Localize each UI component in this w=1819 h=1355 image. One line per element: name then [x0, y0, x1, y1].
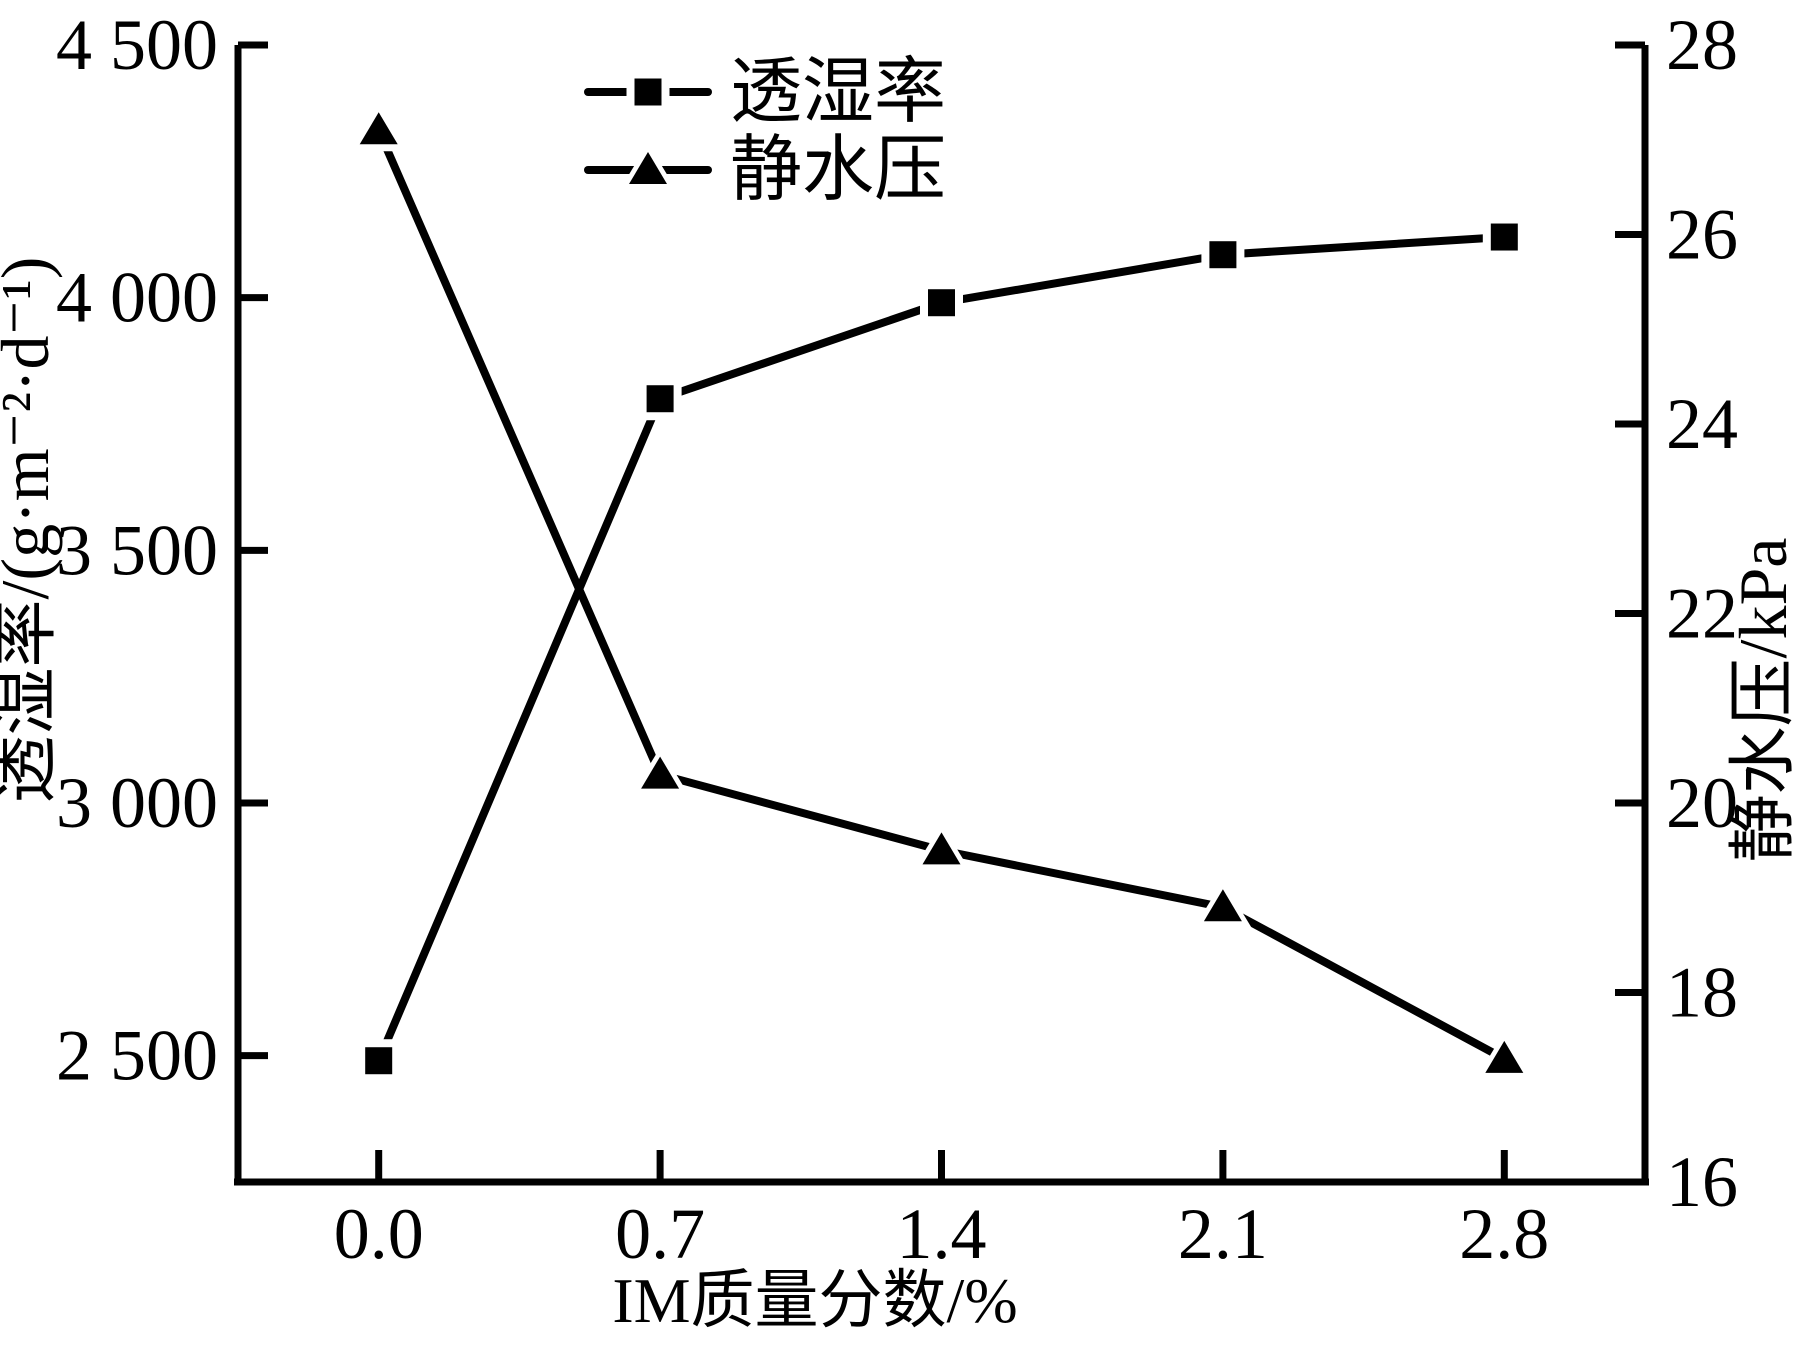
left-tick-label: 3 000 [56, 763, 218, 843]
left-tick-label: 4 500 [56, 5, 218, 85]
right-tick-label: 18 [1666, 953, 1738, 1033]
square-marker [928, 289, 955, 317]
right-axis-ticks: 16 18 20 22 24 26 28 [1615, 5, 1738, 1222]
legend-line-square-marker [584, 70, 712, 114]
triangle-marker [1203, 889, 1242, 922]
triangle-marker [1485, 1040, 1524, 1073]
x-tick-label: 2.8 [1459, 1194, 1549, 1274]
triangle-marker [629, 152, 667, 184]
legend: 透湿率 静水压 [584, 52, 946, 210]
y-left-axis-title: 透湿率/(g·m⁻²·d⁻¹) [0, 257, 63, 804]
y-right-axis-title: 静水压/kPa [1725, 538, 1801, 863]
x-tick-label: 1.4 [897, 1194, 987, 1274]
right-tick-label: 22 [1666, 574, 1738, 654]
series-permeability [357, 215, 1526, 1083]
square-marker [634, 78, 662, 106]
axis-spines [234, 45, 1649, 1186]
right-tick-label: 20 [1666, 763, 1738, 843]
legend-line-triangle-marker [584, 143, 712, 191]
right-tick-label: 26 [1666, 195, 1738, 275]
triangle-marker [641, 756, 680, 789]
triangle-marker [922, 832, 961, 865]
right-tick-label: 16 [1666, 1142, 1738, 1222]
square-marker [1209, 241, 1237, 269]
triangle-marker [359, 112, 398, 145]
left-tick-label: 4 000 [56, 258, 218, 338]
right-tick-label: 24 [1666, 384, 1738, 464]
left-axis-ticks: 2 500 3 000 3 500 4 000 4 500 [56, 5, 268, 1096]
x-tick-label: 0.7 [615, 1194, 705, 1274]
series-line [374, 126, 1509, 1063]
series-hydrostatic [349, 103, 1534, 1080]
x-axis-ticks: 0.0 0.7 1.4 2.1 2.8 [334, 1150, 1549, 1274]
x-tick-label: 0.0 [334, 1194, 424, 1274]
x-axis-title: IM质量分数/% [612, 1265, 1017, 1336]
series-line [374, 233, 1509, 1065]
square-marker [365, 1047, 393, 1075]
square-marker [1490, 223, 1518, 251]
left-tick-label: 3 500 [56, 510, 218, 590]
legend-label-hydrostatic: 静水压 [730, 130, 946, 210]
square-marker [646, 385, 674, 413]
series-layer [349, 103, 1534, 1083]
legend-label-permeability: 透湿率 [730, 52, 946, 132]
left-tick-label: 2 500 [56, 1016, 218, 1096]
x-tick-label: 2.1 [1178, 1194, 1268, 1274]
right-tick-label: 28 [1666, 5, 1738, 85]
